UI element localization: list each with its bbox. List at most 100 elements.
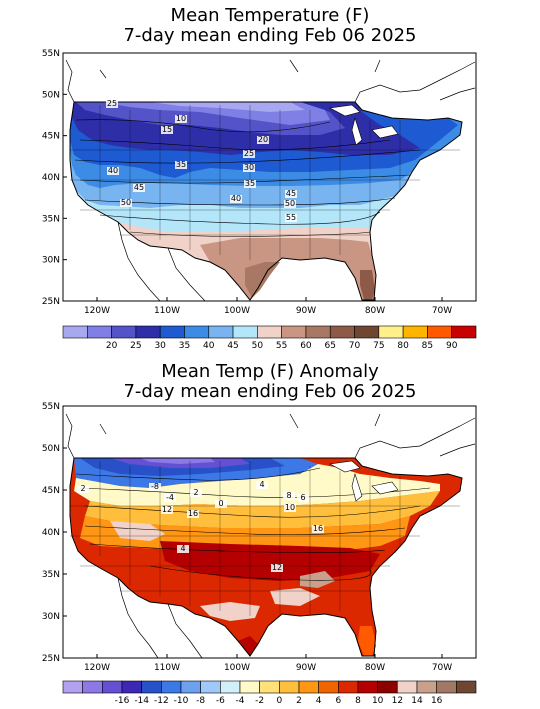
panel1-lat-label: 40N	[42, 173, 60, 183]
panel1-contour-label-bg	[120, 199, 132, 207]
panel2-contour-label: 10	[285, 503, 295, 512]
panel1-contour-label-bg	[284, 200, 296, 208]
panel2-contour-label-bg	[271, 564, 283, 572]
panel1-colorbar-swatch	[62, 325, 88, 339]
panel1-contour-label: 40	[108, 166, 118, 175]
panel2-colorbar-label: -8	[196, 696, 205, 706]
panel1-contour-label: 35	[176, 160, 186, 169]
panel2-colorbar-swatch	[377, 680, 398, 694]
panel2-colorbar-swatch	[338, 680, 359, 694]
panel2-colorbar-swatch	[416, 680, 437, 694]
panel1-colorbar-swatch	[378, 325, 404, 339]
panel1-colorbar: 20 25 30 35 40 45 50 55 60 65 70 75 80 85 90	[62, 325, 477, 351]
panel1-lon-label: 120W	[84, 306, 110, 316]
panel1-us-outline	[69, 101, 463, 301]
panel1-colorbar-swatch	[305, 325, 331, 339]
panel1-contour-label-bg	[230, 195, 242, 203]
panel2-contour-label: 6	[300, 493, 305, 502]
panel2-colorbar-swatch	[318, 680, 339, 694]
panel1-lat-label: 35N	[42, 214, 60, 224]
panel1-colorbar-swatch	[86, 325, 112, 339]
panel2-colorbar-swatch	[62, 680, 83, 694]
panel1-colorbar-label: 55	[276, 341, 287, 351]
panel2-colorbar-label: 2	[296, 696, 302, 706]
panel2-colorbar-swatch	[357, 680, 378, 694]
panel1-colorbar-label: 85	[422, 341, 433, 351]
panel1-colorbar-label: 90	[446, 341, 458, 351]
panel2-colorbar-swatch	[180, 680, 201, 694]
panel1-lat-label: 55N	[42, 49, 60, 59]
panel1-colorbar-swatch	[159, 325, 185, 339]
panel2-lon-label: 70W	[432, 663, 452, 673]
panel2-colorbar-swatch	[82, 680, 103, 694]
panel1-colorbar-swatch	[451, 325, 477, 339]
panel1-colorbar-label: 35	[179, 341, 190, 351]
panel2-lon-label: 120W	[84, 663, 110, 673]
panel1-colorbar-label: 65	[325, 341, 336, 351]
panel2-colorbar-swatch	[279, 680, 300, 694]
panel1-contour-label-bg	[161, 126, 173, 134]
panel1-lon-label: 70W	[432, 306, 452, 316]
panel2-contour-label: 2	[80, 484, 85, 493]
panel1-contour-label: 45	[134, 183, 144, 192]
panel1-colorbar-label: 70	[349, 341, 361, 351]
panel2-contour-label: 4	[259, 480, 264, 489]
panel1-colorbar-label: 80	[397, 341, 409, 351]
panel1-contour-label-bg	[285, 214, 297, 222]
panel2-us-outline	[69, 457, 463, 657]
panel2-colorbar-label: 14	[411, 696, 423, 706]
panel2-colorbar-swatch	[141, 680, 162, 694]
panel2-contour-label-bg	[149, 483, 161, 491]
panel1-neighbor-coastlines	[65, 59, 476, 302]
panel2-lon-label: 90W	[296, 663, 316, 673]
panel1-colorbar-label: 60	[300, 341, 312, 351]
panel2-lat-label: 55N	[42, 402, 60, 412]
panel2-contour-label: -8	[151, 482, 159, 491]
panel2-colorbar-label: 10	[372, 696, 384, 706]
panel2-contour-label: 2	[193, 488, 198, 497]
panel2-colorbar: -16 -14 -12 -10 -8 -6 -4 -2 0 2 4 6 8 10 12 14 16	[62, 680, 477, 706]
panel1-colorbar-swatch	[354, 325, 380, 339]
panel2-contour-label-bg	[77, 485, 89, 493]
panel2-great-lakes	[329, 460, 399, 502]
panel1-contour-label: 20	[258, 135, 268, 144]
panel1-lat-label: 50N	[42, 90, 60, 100]
panel1-contour-label: 55	[286, 213, 296, 222]
panel2-colorbar-swatch	[436, 680, 457, 694]
panel2-lon-label: 110W	[154, 663, 180, 673]
panel1-colorbar-swatch	[281, 325, 307, 339]
panel2-colorbar-label: -10	[174, 696, 189, 706]
panel1-contour-label: 35	[245, 179, 255, 188]
panel2-contour-label: 16	[188, 509, 198, 518]
panel1-contour-label-bg	[175, 161, 187, 169]
panel2-colorbar-swatch	[397, 680, 418, 694]
panel2-contour-label-bg	[256, 481, 268, 489]
panel1-colorbar-label: 30	[154, 341, 166, 351]
panel2-contour-label: 4	[180, 544, 185, 553]
panel2-lat-label: 45N	[42, 486, 60, 496]
panel2-colorbar-label: 0	[276, 696, 282, 706]
panel1-lon-label: 80W	[365, 306, 385, 316]
panel1-contour-label: 40	[231, 194, 241, 203]
panel2-colorbar-swatch	[220, 680, 241, 694]
panel2-contour-label-bg	[284, 504, 296, 512]
panel1-title-line1: Mean Temperature (F)	[170, 5, 370, 26]
panel1-contour-label-bg	[175, 115, 187, 123]
panel1-lon-label: 90W	[296, 306, 316, 316]
panel2-colorbar-label: -14	[134, 696, 149, 706]
panel1-contour-label: 25	[107, 99, 117, 108]
panel2-anomaly-field	[70, 458, 462, 656]
panel2-colorbar-label: -2	[255, 696, 264, 706]
panel2-colorbar-swatch	[259, 680, 280, 694]
panel1-contour-label: 50	[285, 199, 295, 208]
panel1-colorbar-label: 40	[203, 341, 215, 351]
panel1-lat-label: 45N	[42, 132, 60, 142]
panel1-contour-label-bg	[243, 150, 255, 158]
panel2-contour-label: 12	[162, 505, 172, 514]
panel1-contour-label: 25	[244, 149, 254, 158]
panel2-colorbar-swatch	[121, 680, 142, 694]
panel1-contour-label: 10	[176, 114, 186, 123]
panel2-lat-label: 40N	[42, 528, 60, 538]
panel1-colorbar-swatch	[111, 325, 137, 339]
panel1-contour-label: 50	[121, 198, 131, 207]
